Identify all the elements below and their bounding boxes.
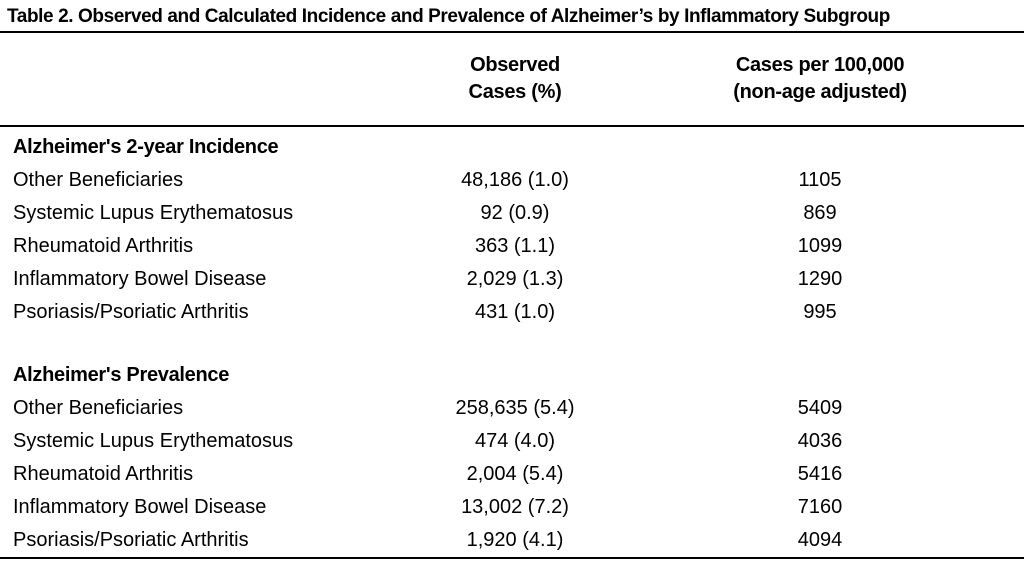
row-label: Rheumatoid Arthritis — [13, 463, 194, 485]
table-row: Inflammatory Bowel Disease 2,029 (1.3) 1… — [0, 263, 1024, 296]
bottom-rule — [0, 557, 1024, 559]
row-label: Psoriasis/Psoriatic Arthritis — [13, 301, 249, 323]
section-header: Alzheimer's Prevalence — [13, 364, 230, 386]
row-label: Systemic Lupus Erythematosus — [13, 430, 294, 452]
observed-header-line1: Observed — [470, 54, 560, 76]
table-row: Psoriasis/Psoriatic Arthritis 1,920 (4.1… — [0, 524, 1024, 557]
observed-cases-value: 2,029 (1.3) — [466, 268, 564, 290]
cases-per-100k-value: 995 — [803, 301, 837, 323]
observed-header-line2: Cases (%) — [468, 81, 562, 103]
section-gap — [0, 329, 1024, 359]
cases-per-100k-value: 4094 — [797, 529, 843, 551]
table-row: Inflammatory Bowel Disease 13,002 (7.2) … — [0, 491, 1024, 524]
table-row: Other Beneficiaries 258,635 (5.4) 5409 — [0, 392, 1024, 425]
section-alzheimers-2-year-incidence: Alzheimer's 2-year Incidence Other Benef… — [0, 127, 1024, 329]
cases-per-100k-value: 5416 — [797, 463, 843, 485]
row-label: Other Beneficiaries — [13, 169, 184, 191]
table-row: Psoriasis/Psoriatic Arthritis 431 (1.0) … — [0, 296, 1024, 329]
column-header-row: Observed Cases (%) Cases per 100,000 (no… — [0, 33, 1024, 125]
observed-cases-value: 363 (1.1) — [474, 235, 556, 257]
column-header-cases-per-100k: Cases per 100,000 (non-age adjusted) — [660, 52, 980, 106]
header-rule — [0, 125, 1024, 127]
cases-per-100k-value: 7160 — [797, 496, 843, 518]
section-header: Alzheimer's 2-year Incidence — [13, 136, 279, 158]
column-header-observed-cases: Observed Cases (%) — [370, 52, 660, 106]
table-row: Systemic Lupus Erythematosus 474 (4.0) 4… — [0, 425, 1024, 458]
observed-cases-value: 474 (4.0) — [474, 430, 556, 452]
per100k-header-line2: (non-age adjusted) — [733, 81, 907, 103]
cases-per-100k-value: 1099 — [797, 235, 843, 257]
observed-cases-value: 2,004 (5.4) — [466, 463, 564, 485]
table-row: Systemic Lupus Erythematosus 92 (0.9) 86… — [0, 197, 1024, 230]
title-rule — [0, 31, 1024, 33]
per100k-header-line1: Cases per 100,000 — [735, 54, 905, 76]
cases-per-100k-value: 1105 — [798, 169, 842, 191]
row-label: Inflammatory Bowel Disease — [13, 496, 267, 518]
observed-cases-value: 1,920 (4.1) — [466, 529, 564, 551]
row-label: Other Beneficiaries — [13, 397, 184, 419]
observed-cases-value: 92 (0.9) — [480, 202, 550, 224]
table-row: Rheumatoid Arthritis 363 (1.1) 1099 — [0, 230, 1024, 263]
observed-cases-value: 13,002 (7.2) — [461, 496, 569, 518]
observed-cases-value: 431 (1.0) — [474, 301, 556, 323]
table-row: Rheumatoid Arthritis 2,004 (5.4) 5416 — [0, 458, 1024, 491]
section-alzheimers-prevalence: Alzheimer's Prevalence Other Beneficiari… — [0, 359, 1024, 557]
table-title: Table 2. Observed and Calculated Inciden… — [7, 6, 890, 27]
observed-cases-value: 258,635 (5.4) — [455, 397, 575, 419]
cases-per-100k-value: 869 — [803, 202, 837, 224]
cases-per-100k-value: 5409 — [797, 397, 843, 419]
row-label: Rheumatoid Arthritis — [13, 235, 194, 257]
row-label: Psoriasis/Psoriatic Arthritis — [13, 529, 249, 551]
row-label: Systemic Lupus Erythematosus — [13, 202, 294, 224]
table-row: Other Beneficiaries 48,186 (1.0) 1105 — [0, 164, 1024, 197]
row-label: Inflammatory Bowel Disease — [13, 268, 267, 290]
cases-per-100k-value: 4036 — [797, 430, 843, 452]
observed-cases-value: 48,186 (1.0) — [461, 169, 569, 191]
cases-per-100k-value: 1290 — [797, 268, 843, 290]
